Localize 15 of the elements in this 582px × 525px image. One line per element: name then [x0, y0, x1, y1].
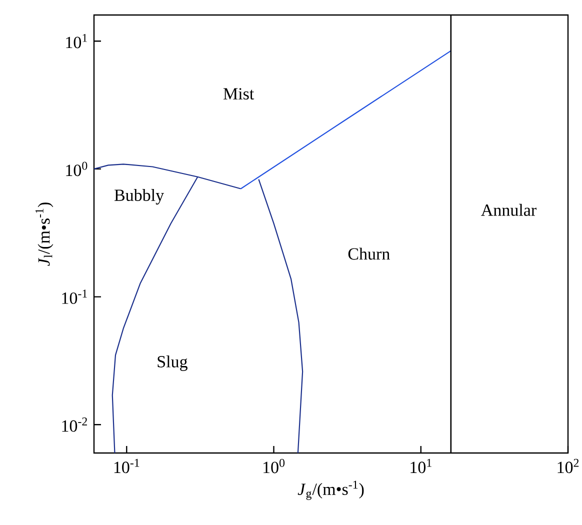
annotation: Churn — [348, 248, 390, 260]
annotation: Bubbly — [114, 189, 164, 204]
y-tick-label: 10$^{-2}$ — [62, 417, 87, 432]
x-axis-title: J$_{g}$/(m•s$^{-1}$) — [298, 480, 364, 500]
annotation: Annular — [481, 204, 536, 216]
annotation: Mist — [223, 88, 254, 100]
x-tick-label: 10$^{1}$ — [410, 458, 432, 474]
x-tick-label: 10$^{2}$ — [558, 458, 579, 474]
y-tick-label: 10$^{1}$ — [66, 34, 87, 48]
y-axis-title: J$_{l}$/(m•s$^{-1}$) — [35, 202, 54, 266]
x-tick-label: 10$^{-1}$ — [114, 458, 140, 474]
y-tick-label: 10$^{0}$ — [66, 162, 88, 176]
annotation: Slug — [158, 355, 188, 371]
y-tick-label: 10$^{-1}$ — [62, 290, 87, 304]
x-tick-label: 10$^{0}$ — [264, 458, 285, 474]
